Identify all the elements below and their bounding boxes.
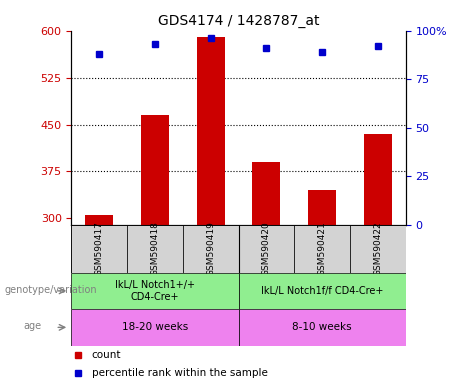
Text: 8-10 weeks: 8-10 weeks — [292, 322, 352, 333]
Text: 18-20 weeks: 18-20 weeks — [122, 322, 188, 333]
Text: GSM590417: GSM590417 — [95, 221, 104, 276]
Text: GSM590419: GSM590419 — [206, 221, 215, 276]
Bar — [197, 37, 225, 225]
Bar — [71, 273, 239, 309]
Title: GDS4174 / 1428787_at: GDS4174 / 1428787_at — [158, 14, 319, 28]
Bar — [350, 225, 406, 273]
Text: GSM590422: GSM590422 — [373, 221, 382, 276]
Text: percentile rank within the sample: percentile rank within the sample — [91, 367, 267, 377]
Bar — [308, 190, 336, 225]
Text: genotype/variation: genotype/variation — [5, 285, 97, 295]
Bar — [364, 134, 392, 225]
Bar — [294, 225, 350, 273]
Bar — [71, 225, 127, 273]
Text: count: count — [91, 350, 121, 360]
Bar — [238, 309, 406, 346]
Text: GSM590420: GSM590420 — [262, 221, 271, 276]
Bar — [183, 225, 238, 273]
Text: IkL/L Notch1+/+
CD4-Cre+: IkL/L Notch1+/+ CD4-Cre+ — [115, 280, 195, 302]
Bar — [71, 309, 239, 346]
Bar — [127, 225, 183, 273]
Bar — [253, 162, 280, 225]
Bar — [238, 225, 294, 273]
Bar — [85, 215, 113, 225]
Bar — [141, 115, 169, 225]
Text: GSM590421: GSM590421 — [318, 221, 327, 276]
Text: age: age — [23, 321, 41, 331]
Text: IkL/L Notch1f/f CD4-Cre+: IkL/L Notch1f/f CD4-Cre+ — [261, 286, 383, 296]
Text: GSM590418: GSM590418 — [150, 221, 160, 276]
Bar — [238, 273, 406, 309]
